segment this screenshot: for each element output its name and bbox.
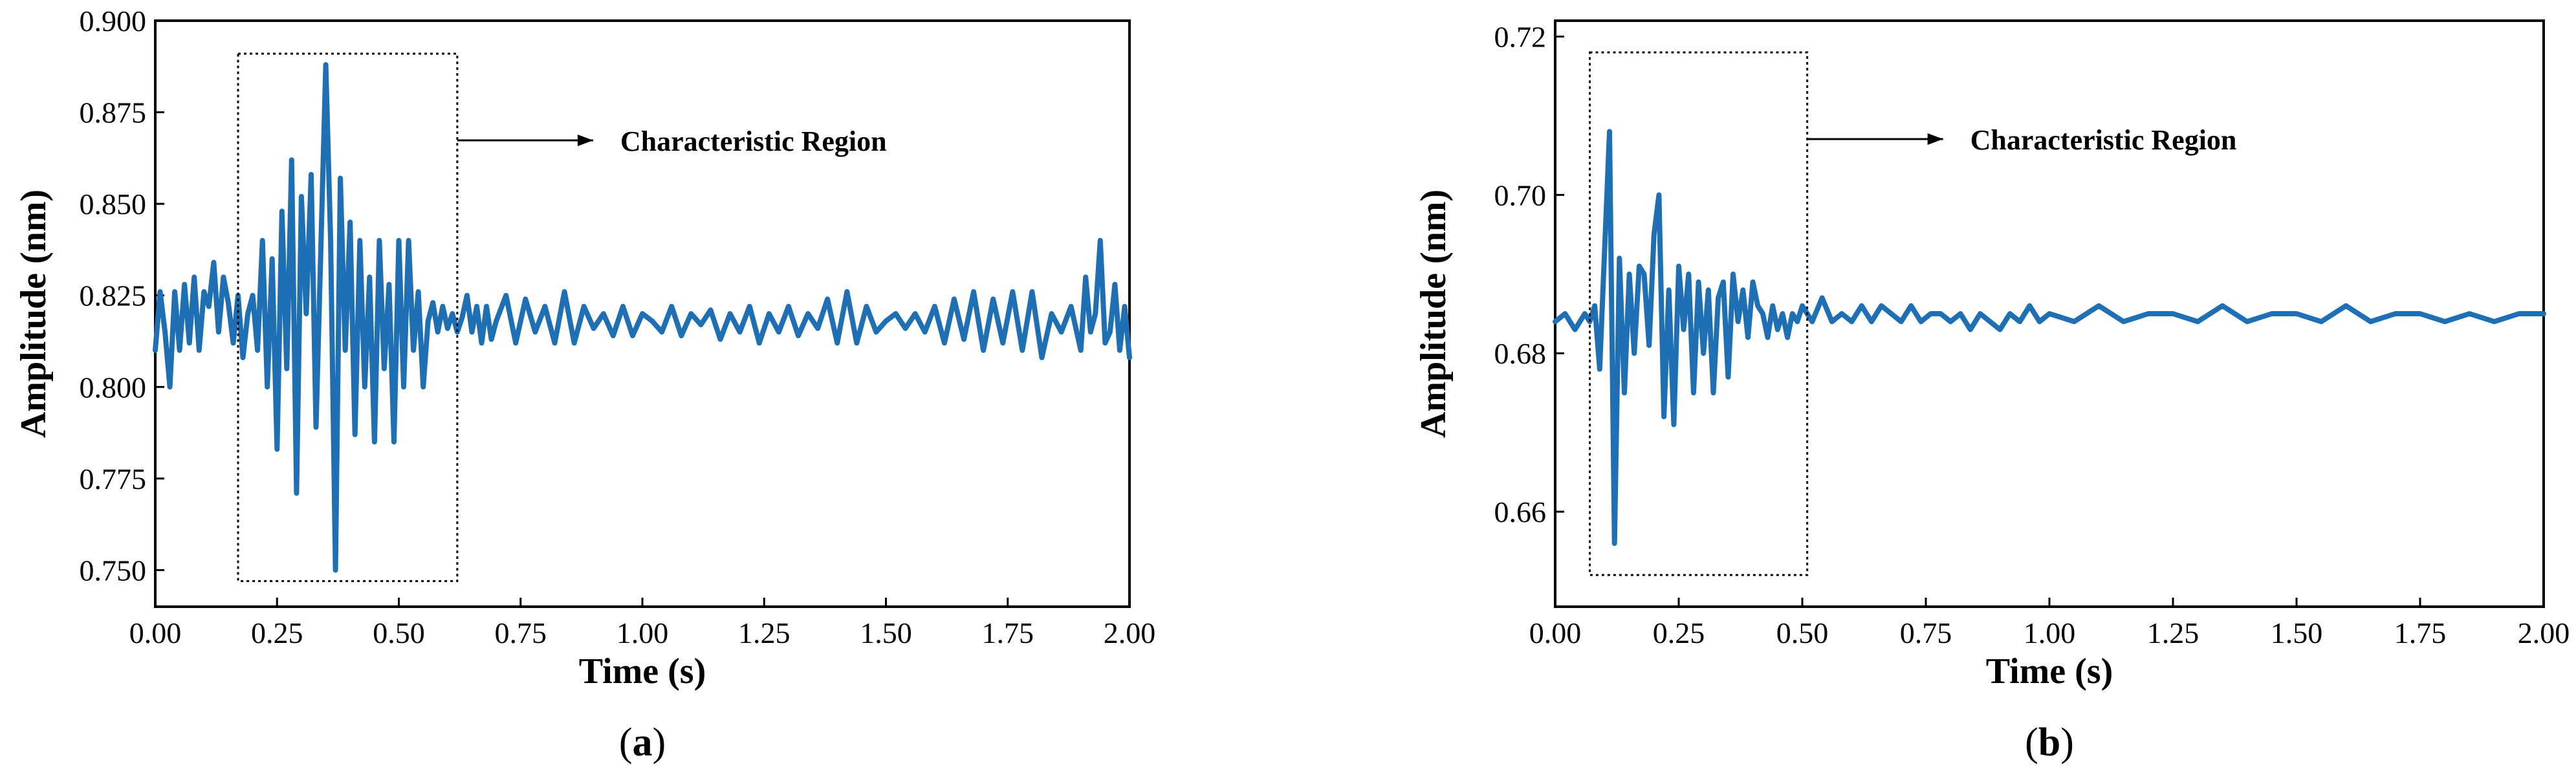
x-tick-label: 2.00	[2518, 616, 2570, 649]
y-tick-label: 0.72	[1494, 20, 1547, 53]
panel-label-letter: b	[2038, 721, 2060, 765]
y-axis-title: Amplitude (nm)	[1414, 190, 1454, 438]
x-tick-label: 1.00	[617, 616, 669, 649]
annotation-label: Characteristic Region	[620, 125, 887, 157]
x-tick-label: 1.25	[738, 616, 791, 649]
characteristic-region-box	[1588, 51, 1809, 576]
y-tick-label: 0.825	[80, 279, 147, 312]
x-tick-label: 2.00	[1104, 616, 1156, 649]
y-tick-label: 0.775	[80, 462, 147, 495]
panel-label-paren: (	[619, 721, 633, 765]
x-tick-label: 0.75	[1900, 616, 1952, 649]
x-axis-title: Time (s)	[1986, 651, 2113, 691]
x-tick-label: 0.50	[373, 616, 425, 649]
series-line	[1553, 129, 2546, 547]
annotation-label: Characteristic Region	[1970, 124, 2237, 156]
x-tick-label: 0.00	[1529, 616, 1582, 649]
x-tick-label: 1.00	[2024, 616, 2076, 649]
y-axis-title: Amplitude (nm)	[14, 190, 54, 438]
panel-label-letter: a	[633, 721, 653, 765]
x-axis-title: Time (s)	[579, 651, 706, 691]
chart-panel-b: 0.00 0.25 0.50 0.75 1.00 1.25 1.50 1.75 2.00 0.66…	[1414, 19, 2570, 765]
x-tick-label: 0.00	[129, 616, 182, 649]
panel-label: (b)	[2025, 721, 2074, 765]
x-tick-label: 1.25	[2147, 616, 2199, 649]
x-tick-label: 0.75	[495, 616, 547, 649]
x-tick-label: 1.50	[860, 616, 912, 649]
panel-label: (a)	[619, 721, 666, 765]
y-tick-label: 0.70	[1494, 179, 1547, 212]
x-tick-label: 0.25	[1653, 616, 1705, 649]
y-tick-label: 0.875	[80, 96, 147, 129]
x-tick-label: 0.50	[1776, 616, 1829, 649]
y-tick-label: 0.750	[80, 554, 147, 587]
series-line	[153, 62, 1132, 573]
y-tick-label: 0.850	[80, 188, 147, 221]
panel-label-paren: )	[2060, 721, 2074, 765]
panel-label-paren: (	[2025, 721, 2038, 765]
x-tick-label: 1.50	[2271, 616, 2323, 649]
y-tick-label: 0.66	[1494, 495, 1547, 528]
y-tick-label: 0.900	[80, 5, 147, 38]
annotation-arrowhead	[1927, 133, 1943, 145]
chart-panel-a: 0.00 0.25 0.50 0.75 1.00 1.25 1.50 1.75 2.00 0.75…	[14, 5, 1155, 765]
y-tick-label: 0.800	[80, 371, 147, 404]
x-tick-label: 1.75	[982, 616, 1034, 649]
panel-label-paren: )	[653, 721, 666, 765]
annotation-arrowhead	[577, 134, 593, 146]
characteristic-region-box	[237, 52, 459, 582]
x-tick-label: 1.75	[2394, 616, 2447, 649]
y-tick-label: 0.68	[1494, 337, 1547, 370]
x-tick-label: 0.25	[251, 616, 303, 649]
